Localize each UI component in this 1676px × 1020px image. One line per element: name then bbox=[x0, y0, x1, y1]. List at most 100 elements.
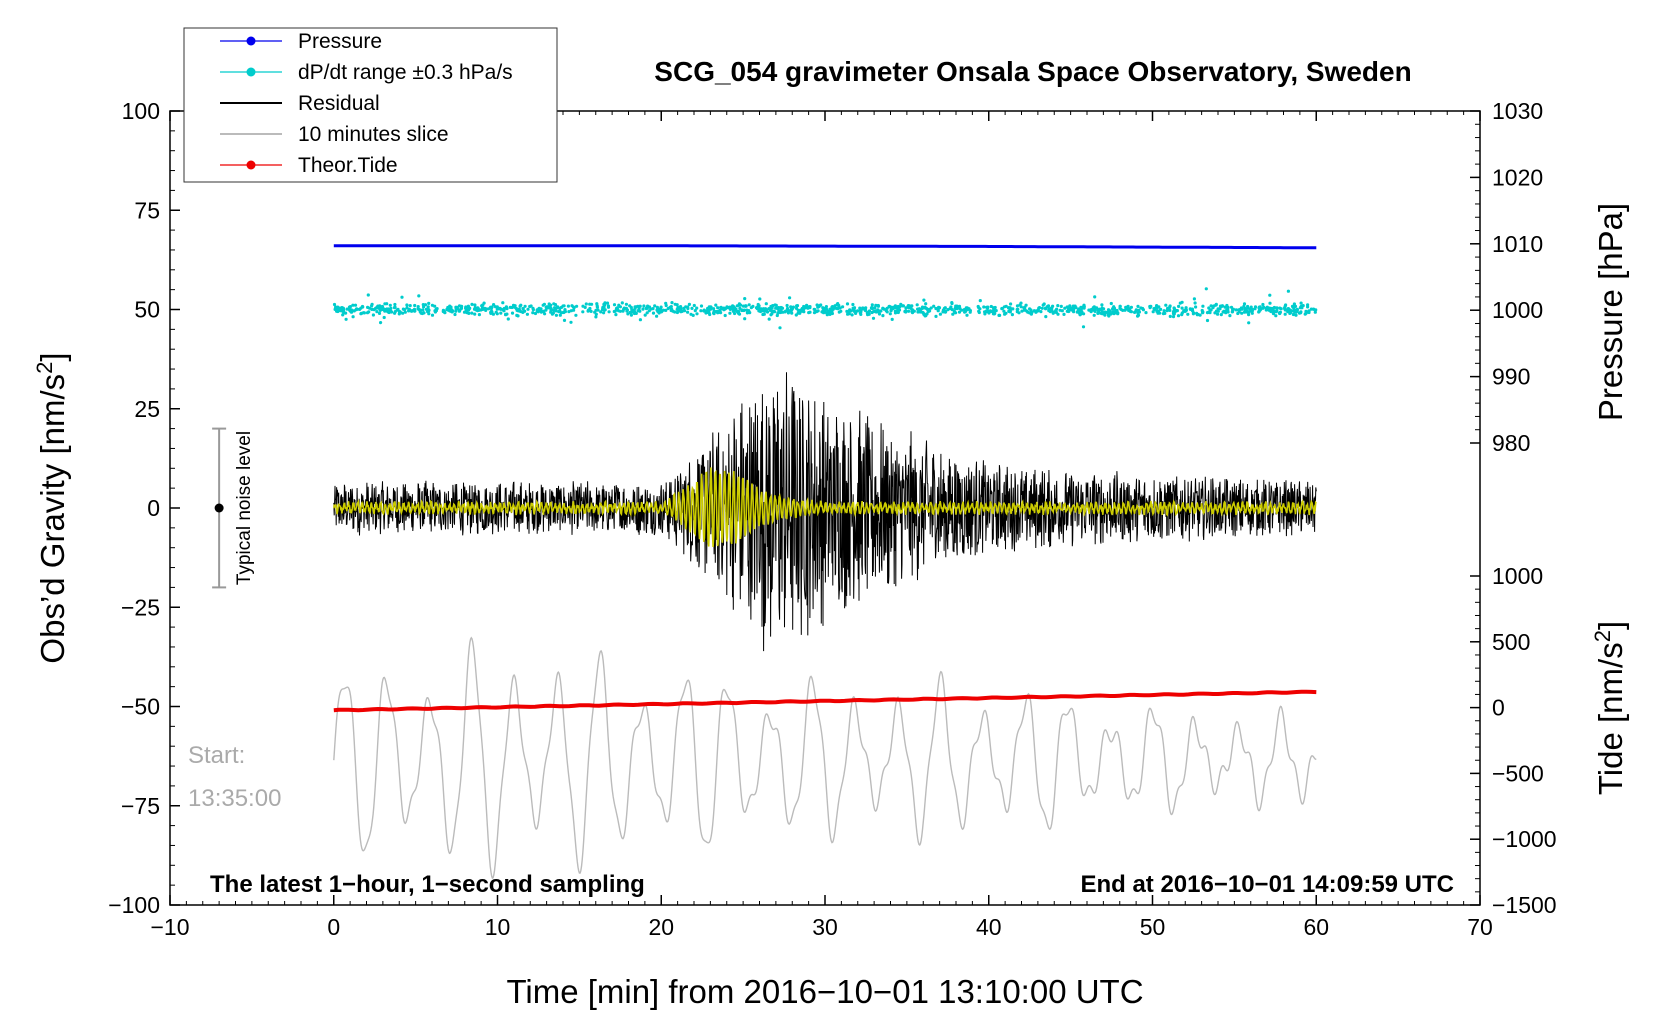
dpdt-point bbox=[1056, 312, 1060, 316]
legend-box bbox=[183, 27, 558, 183]
dpdt-point bbox=[416, 305, 420, 309]
dpdt-point bbox=[614, 313, 618, 317]
dpdt-point bbox=[1172, 307, 1176, 311]
dpdt-point bbox=[336, 305, 340, 309]
dpdt-point bbox=[1063, 306, 1067, 310]
dpdt-point bbox=[479, 308, 483, 312]
dpdt-point bbox=[489, 311, 493, 315]
dpdt-point bbox=[508, 305, 512, 309]
dpdt-point bbox=[1008, 310, 1012, 314]
dpdt-point bbox=[817, 304, 822, 308]
dpdt-point bbox=[1194, 305, 1198, 309]
y-axis-tide-title: Tide [nm/s2] bbox=[1590, 621, 1630, 795]
series-pressure bbox=[333, 244, 1317, 250]
dpdt-point bbox=[1216, 307, 1220, 311]
dpdt-point bbox=[929, 306, 933, 310]
dpdt-point bbox=[928, 309, 932, 313]
dpdt-point bbox=[858, 308, 862, 312]
dpdt-point bbox=[664, 308, 668, 312]
dpdt-point bbox=[1191, 309, 1195, 313]
dpdt-point bbox=[589, 309, 593, 313]
dpdt-point bbox=[910, 311, 915, 315]
dpdt-point bbox=[606, 304, 611, 308]
dpdt-point bbox=[1229, 305, 1234, 309]
y-tide-title-main: Tide [nm/s bbox=[1592, 642, 1629, 795]
x-tick-label: −10 bbox=[150, 914, 189, 940]
dpdt-point bbox=[505, 312, 509, 316]
dpdt-point bbox=[535, 308, 539, 312]
dpdt-point bbox=[978, 307, 982, 311]
dpdt-point bbox=[506, 317, 510, 321]
dpdt-point bbox=[1192, 297, 1196, 301]
dpdt-point bbox=[878, 309, 882, 313]
dpdt-point bbox=[687, 302, 692, 306]
dpdt-point bbox=[715, 309, 719, 314]
dpdt-point bbox=[692, 303, 696, 308]
dpdt-point bbox=[460, 304, 464, 309]
y-tide-title-sup: 2 bbox=[1590, 630, 1615, 642]
dpdt-point bbox=[934, 314, 938, 318]
dpdt-point bbox=[422, 311, 426, 315]
dpdt-point bbox=[1128, 309, 1132, 313]
dpdt-point bbox=[747, 303, 751, 307]
y-tide-title-tail: ] bbox=[1592, 621, 1629, 630]
dpdt-point bbox=[477, 313, 481, 317]
dpdt-point bbox=[1219, 313, 1223, 317]
dpdt-point bbox=[748, 311, 752, 315]
legend-label: dP/dt range ±0.3 hPa/s bbox=[298, 61, 513, 84]
dpdt-point bbox=[385, 307, 389, 311]
dpdt-point bbox=[1213, 311, 1217, 315]
dpdt-point bbox=[632, 311, 637, 316]
dpdt-point bbox=[653, 304, 657, 308]
dpdt-point bbox=[603, 308, 607, 312]
dpdt-point bbox=[1093, 295, 1097, 299]
dpdt-point bbox=[719, 311, 723, 315]
y-pressure-tick-label: 1020 bbox=[1492, 164, 1543, 190]
dpdt-point bbox=[823, 308, 827, 312]
dpdt-point bbox=[816, 309, 820, 313]
dpdt-point bbox=[605, 301, 610, 305]
dpdt-point bbox=[638, 309, 642, 313]
dpdt-point bbox=[1116, 311, 1120, 315]
dpdt-point bbox=[1040, 306, 1044, 310]
dpdt-point bbox=[562, 310, 566, 315]
dpdt-point bbox=[558, 309, 562, 313]
dpdt-point bbox=[724, 306, 728, 311]
dpdt-point bbox=[405, 306, 409, 310]
dpdt-point bbox=[377, 306, 382, 310]
dpdt-point bbox=[1165, 309, 1169, 313]
dpdt-point bbox=[1292, 307, 1296, 311]
dpdt-point bbox=[1301, 304, 1305, 308]
dpdt-point bbox=[1028, 307, 1032, 311]
dpdt-point bbox=[742, 308, 747, 312]
dpdt-point bbox=[887, 304, 892, 308]
legend-label: Theor.Tide bbox=[298, 154, 398, 177]
dpdt-point bbox=[470, 302, 474, 306]
dpdt-point bbox=[566, 304, 571, 308]
dpdt-point bbox=[393, 302, 397, 307]
dpdt-point bbox=[984, 309, 989, 313]
dpdt-point bbox=[1293, 304, 1298, 308]
dpdt-point bbox=[668, 305, 672, 309]
dpdt-point bbox=[1184, 309, 1188, 313]
dpdt-point bbox=[1204, 287, 1208, 291]
x-tick-label: 20 bbox=[648, 914, 674, 940]
dpdt-point bbox=[1015, 304, 1020, 308]
dpdt-point bbox=[495, 312, 499, 316]
dpdt-point bbox=[344, 317, 348, 321]
dpdt-point bbox=[830, 311, 835, 316]
dpdt-point bbox=[1007, 306, 1011, 310]
dpdt-point bbox=[1026, 310, 1030, 314]
start-label: Start: bbox=[188, 742, 245, 769]
dpdt-point bbox=[1283, 312, 1287, 316]
y-left-tick-label: 25 bbox=[134, 396, 160, 422]
dpdt-point bbox=[1313, 310, 1317, 314]
dpdt-point bbox=[521, 310, 525, 314]
dpdt-point bbox=[487, 307, 491, 311]
dpdt-point bbox=[353, 303, 358, 307]
dpdt-point bbox=[965, 306, 969, 310]
dpdt-point bbox=[916, 310, 920, 314]
dpdt-point bbox=[776, 311, 780, 315]
x-tick-label: 30 bbox=[812, 914, 838, 940]
dpdt-point bbox=[769, 313, 773, 317]
